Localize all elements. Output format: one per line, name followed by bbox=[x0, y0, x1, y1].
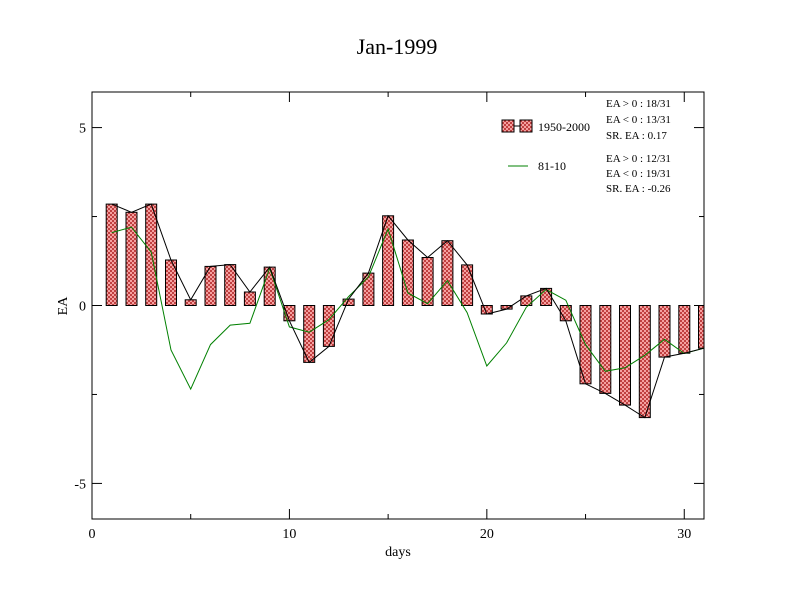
x-tick-label: 30 bbox=[677, 527, 691, 542]
bar-1950-2000-day-29 bbox=[658, 305, 671, 358]
legend-label-81-10: 81-10 bbox=[538, 159, 566, 173]
y-axis-label: EA bbox=[56, 296, 71, 316]
legend-bar-swatch-left bbox=[501, 119, 515, 133]
bar-1950-2000-day-19 bbox=[461, 264, 474, 306]
bar-1950-2000-day-16 bbox=[401, 239, 414, 306]
bar-1950-2000-day-12 bbox=[322, 305, 335, 347]
bar-1950-2000-day-28 bbox=[638, 305, 651, 419]
bar-1950-2000-day-31 bbox=[698, 305, 705, 349]
bar-1950-2000-day-2 bbox=[125, 211, 138, 306]
stats-8110-ea-negative: EA < 0 : 19/31 bbox=[606, 168, 671, 180]
bar-1950-2000-day-9 bbox=[263, 266, 276, 307]
bar-1950-2000-day-1 bbox=[105, 203, 118, 307]
bar-1950-2000-day-27 bbox=[619, 305, 631, 406]
bar-1950-2000-day-10 bbox=[283, 305, 296, 322]
bar-1950-2000-day-17 bbox=[421, 257, 434, 306]
line-series bbox=[111, 203, 705, 419]
bar-1950-2000-day-8 bbox=[243, 291, 256, 306]
legend: 1950-2000 81-10 bbox=[501, 119, 590, 173]
stats-8110-ea-positive: EA > 0 : 12/31 bbox=[606, 153, 671, 165]
x-tick-label: 20 bbox=[480, 527, 494, 542]
x-tick-label: 0 bbox=[89, 527, 96, 542]
legend-bar-swatch-right bbox=[519, 119, 533, 133]
bar-1950-2000-day-18 bbox=[441, 240, 454, 306]
bar-1950-2000-day-3 bbox=[145, 203, 158, 307]
bar-1950-2000-day-23 bbox=[540, 287, 553, 306]
bar-1950-2000-day-26 bbox=[599, 305, 612, 394]
x-axis-label: days bbox=[385, 545, 411, 560]
y-tick-label: 0 bbox=[79, 300, 86, 315]
line-81-10 bbox=[111, 226, 705, 391]
stats-8110-sr-ea: SR. EA : -0.26 bbox=[606, 183, 671, 195]
stats-1950-ea-negative: EA < 0 : 13/31 bbox=[606, 114, 671, 126]
stats-block: EA > 0 : 18/31 EA < 0 : 13/31 SR. EA : 0… bbox=[606, 98, 671, 195]
legend-label-1950-2000: 1950-2000 bbox=[538, 120, 590, 134]
y-tick-label: 5 bbox=[79, 122, 86, 137]
bar-1950-2000-day-30 bbox=[678, 305, 691, 354]
line-1950-2000 bbox=[111, 203, 705, 419]
x-tick-label: 10 bbox=[282, 527, 296, 542]
stats-1950-sr-ea: SR. EA : 0.17 bbox=[606, 130, 667, 142]
chart-title: Jan-1999 bbox=[357, 34, 438, 59]
stats-1950-ea-positive: EA > 0 : 18/31 bbox=[606, 98, 671, 110]
y-tick-label: -5 bbox=[74, 477, 86, 492]
axes: 0 10 20 30 -5 0 5 bbox=[74, 92, 704, 542]
